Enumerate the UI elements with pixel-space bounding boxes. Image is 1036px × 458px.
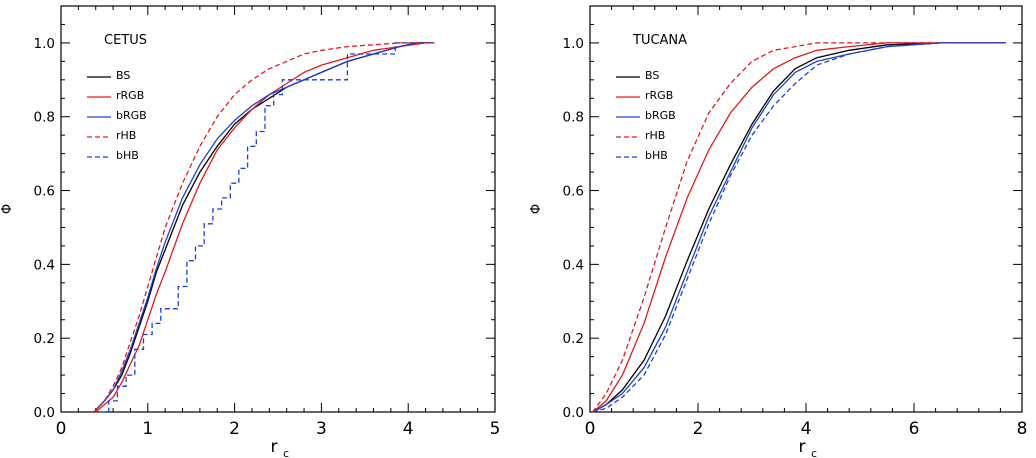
y-tick-label: 0.4 xyxy=(563,257,584,273)
x-tick-label: 4 xyxy=(801,419,812,439)
legend-label-BS: BS xyxy=(645,69,659,82)
chart-panel-tucana: 0 2 4 6 8 0.0 0.2 0.4 0.6 0.8 1.0 r c Φ TUCANA BS rRGB bR… xyxy=(529,5,1028,458)
x-tick-label: 1 xyxy=(142,419,153,439)
series-line-rRGB xyxy=(592,42,1006,413)
y-tick-label: 0.6 xyxy=(34,184,55,200)
series-line-rHB xyxy=(93,42,435,413)
legend-label-BS: BS xyxy=(116,69,130,82)
y-axis-label: Φ xyxy=(0,204,15,214)
legend-label-rRGB: rRGB xyxy=(116,89,144,102)
x-tick-label: 0 xyxy=(56,419,67,439)
x-tick-label: 4 xyxy=(403,419,414,439)
legend-label-bHB: bHB xyxy=(116,149,139,162)
x-axis-label-subscript: c xyxy=(811,447,817,458)
x-axis-label: r xyxy=(799,437,806,457)
y-tick-label: 0.8 xyxy=(563,110,584,126)
x-tick-label: 0 xyxy=(585,419,596,439)
series-line-bHB xyxy=(100,42,435,413)
x-tick-label: 2 xyxy=(229,419,240,439)
x-tick-label: 2 xyxy=(693,419,704,439)
legend-label-rHB: rHB xyxy=(116,129,136,142)
y-tick-label: 0.0 xyxy=(563,405,584,421)
chart-title: CETUS xyxy=(104,33,147,48)
series-line-bRGB xyxy=(93,42,435,413)
chart-title: TUCANA xyxy=(632,33,687,48)
y-tick-label: 0.6 xyxy=(563,184,584,200)
y-tick-label: 1.0 xyxy=(34,36,55,52)
series-line-BS xyxy=(592,42,1006,413)
legend-label-rHB: rHB xyxy=(645,129,665,142)
series-line-rHB xyxy=(592,42,1006,413)
legend-label-bHB: bHB xyxy=(645,149,668,162)
y-tick-label: 0.2 xyxy=(34,331,55,347)
y-axis-label: Φ xyxy=(529,204,544,214)
series-line-bRGB xyxy=(592,42,1006,413)
y-tick-label: 0.0 xyxy=(34,405,55,421)
x-tick-label: 8 xyxy=(1017,419,1028,439)
legend-label-rRGB: rRGB xyxy=(645,89,673,102)
plot-frame xyxy=(60,5,496,413)
y-tick-label: 0.8 xyxy=(34,110,55,126)
x-tick-label: 5 xyxy=(490,419,501,439)
series-line-bHB xyxy=(592,42,1006,413)
legend-label-bRGB: bRGB xyxy=(645,109,676,122)
chart-panel-cetus: 0 1 2 3 4 5 0.0 0.2 0.4 0.6 0.8 1.0 r c Φ CETUS BS rRGB bR… xyxy=(0,5,501,458)
x-axis-label-subscript: c xyxy=(283,447,289,458)
y-tick-label: 0.2 xyxy=(563,331,584,347)
series-line-rRGB xyxy=(95,42,435,413)
legend-label-bRGB: bRGB xyxy=(116,109,147,122)
x-tick-label: 6 xyxy=(909,419,920,439)
y-tick-label: 0.4 xyxy=(34,257,55,273)
x-tick-label: 3 xyxy=(316,419,327,439)
x-axis-label: r xyxy=(271,437,278,457)
y-tick-label: 1.0 xyxy=(563,36,584,52)
